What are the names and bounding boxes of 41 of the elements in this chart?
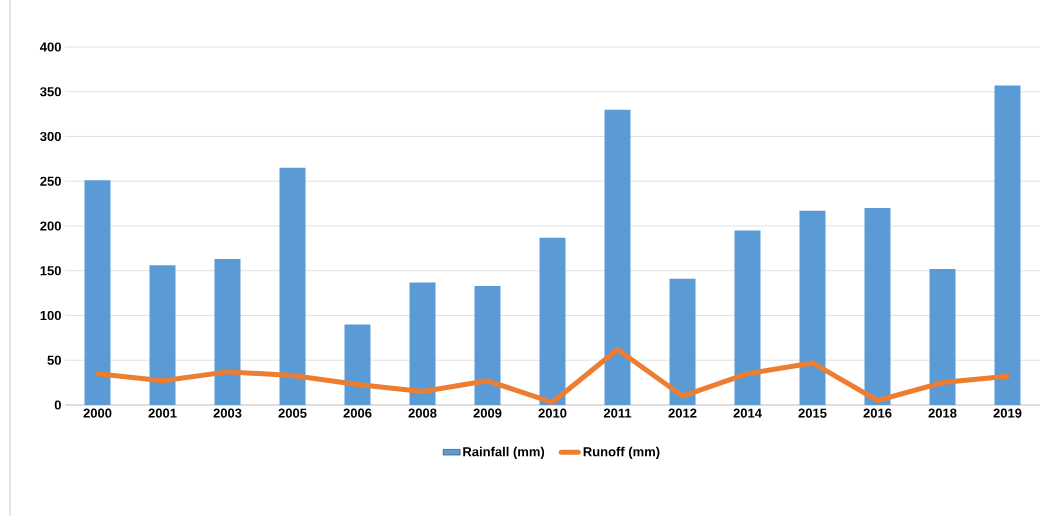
bar xyxy=(409,282,436,405)
x-tick-label: 2006 xyxy=(343,408,372,418)
x-tick-label: 2001 xyxy=(148,408,177,418)
bar xyxy=(474,285,501,405)
x-tick-label: 2018 xyxy=(928,408,957,418)
legend-label: Runoff (mm) xyxy=(583,446,660,459)
bar xyxy=(864,208,891,405)
bar xyxy=(604,109,631,405)
x-tick-label: 2019 xyxy=(993,408,1022,418)
y-tick-label: 250 xyxy=(40,176,61,186)
x-tick-label: 2003 xyxy=(213,408,242,418)
bar xyxy=(669,278,696,405)
y-tick-label: 400 xyxy=(39,42,61,52)
y-tick-label: 150 xyxy=(40,266,61,276)
bar xyxy=(279,167,306,405)
x-tick-label: 2009 xyxy=(473,408,502,418)
x-tick-label: 2011 xyxy=(603,408,632,418)
bar xyxy=(994,85,1021,405)
bar xyxy=(214,259,241,405)
bar xyxy=(84,180,111,405)
bar xyxy=(149,265,176,405)
y-tick-label: 300 xyxy=(40,131,61,142)
legend-label: Rainfall (mm) xyxy=(463,446,545,459)
x-tick-label: 2008 xyxy=(408,408,437,418)
x-tick-label: 2005 xyxy=(278,408,307,418)
y-tick-label: 350 xyxy=(40,87,61,97)
x-tick-label: 2015 xyxy=(798,408,827,418)
x-tick-label: 2010 xyxy=(538,408,567,418)
bar xyxy=(799,210,826,405)
x-tick-label: 2012 xyxy=(668,408,697,418)
bar xyxy=(929,268,956,405)
y-tick-label: 200 xyxy=(40,221,61,231)
bar xyxy=(344,324,371,405)
bar xyxy=(539,237,566,405)
x-tick-label: 2014 xyxy=(733,408,762,418)
y-tick-label: 0 xyxy=(54,400,61,410)
bar xyxy=(734,230,761,405)
x-tick-label: 2016 xyxy=(863,408,892,418)
y-tick-label: 50 xyxy=(47,355,61,365)
x-tick-label: 2000 xyxy=(83,408,112,418)
y-tick-label: 100 xyxy=(40,310,61,321)
